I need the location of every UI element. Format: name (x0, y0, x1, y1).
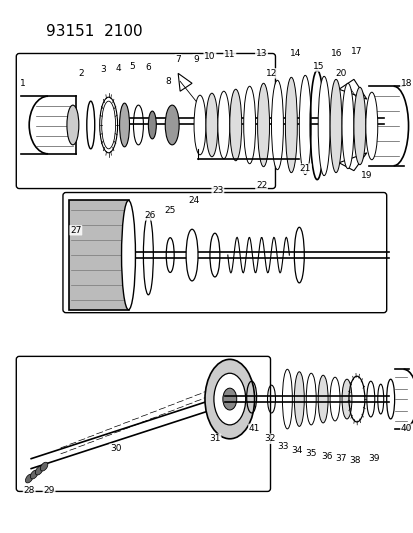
Ellipse shape (25, 474, 33, 483)
Ellipse shape (365, 92, 377, 160)
Ellipse shape (40, 462, 48, 471)
Ellipse shape (349, 119, 355, 131)
Ellipse shape (204, 359, 254, 439)
Text: 14: 14 (289, 49, 300, 58)
Text: 27: 27 (70, 226, 81, 235)
Bar (69, 200, 128, 310)
Text: 11: 11 (223, 50, 235, 59)
Text: 41: 41 (248, 424, 260, 433)
Ellipse shape (35, 466, 43, 475)
Text: 93151  2100: 93151 2100 (46, 23, 142, 39)
Text: 24: 24 (188, 196, 199, 205)
Text: 25: 25 (164, 206, 176, 215)
Text: 28: 28 (24, 486, 35, 495)
Ellipse shape (285, 77, 297, 173)
Ellipse shape (243, 86, 255, 164)
Text: 12: 12 (265, 69, 277, 78)
Ellipse shape (306, 373, 316, 425)
Text: 29: 29 (43, 486, 55, 495)
Text: 40: 40 (400, 424, 411, 433)
Ellipse shape (229, 89, 241, 161)
Ellipse shape (148, 111, 156, 139)
Text: 19: 19 (360, 171, 372, 180)
Ellipse shape (186, 229, 197, 281)
Text: 13: 13 (255, 49, 267, 58)
Ellipse shape (217, 91, 229, 159)
Text: 33: 33 (277, 442, 288, 451)
Ellipse shape (222, 388, 236, 410)
Ellipse shape (318, 76, 329, 176)
Text: 3: 3 (100, 65, 105, 74)
Text: 16: 16 (330, 49, 342, 58)
Text: 21: 21 (299, 164, 310, 173)
Text: 22: 22 (255, 181, 266, 190)
Ellipse shape (30, 470, 38, 479)
Text: 9: 9 (193, 55, 198, 64)
Ellipse shape (67, 105, 78, 145)
Ellipse shape (257, 83, 269, 167)
Ellipse shape (214, 373, 245, 425)
Text: 39: 39 (367, 454, 379, 463)
Text: 2: 2 (78, 69, 83, 78)
Ellipse shape (329, 79, 341, 173)
Text: 23: 23 (212, 186, 223, 195)
Text: 32: 32 (263, 434, 275, 443)
Ellipse shape (341, 83, 353, 168)
Ellipse shape (294, 372, 304, 426)
Text: 1: 1 (20, 79, 26, 88)
Ellipse shape (329, 377, 339, 421)
Text: 34: 34 (291, 446, 302, 455)
Ellipse shape (165, 105, 179, 145)
Text: 36: 36 (320, 452, 332, 461)
Text: 31: 31 (209, 434, 220, 443)
Text: 38: 38 (348, 456, 360, 465)
Text: 6: 6 (145, 63, 151, 72)
Ellipse shape (341, 379, 351, 419)
Text: 18: 18 (400, 79, 411, 88)
Text: 4: 4 (116, 64, 121, 73)
Text: 15: 15 (313, 62, 324, 71)
Ellipse shape (194, 95, 205, 155)
Text: 8: 8 (165, 77, 171, 86)
Ellipse shape (271, 80, 283, 169)
Ellipse shape (318, 375, 328, 423)
Text: 5: 5 (129, 62, 135, 71)
Ellipse shape (121, 200, 135, 310)
Text: 7: 7 (175, 55, 180, 64)
Text: 35: 35 (305, 449, 316, 458)
Text: 20: 20 (335, 69, 346, 78)
Ellipse shape (119, 103, 129, 147)
Ellipse shape (282, 369, 292, 429)
Ellipse shape (299, 75, 311, 175)
Text: 17: 17 (350, 47, 362, 56)
Ellipse shape (205, 93, 217, 157)
Text: 26: 26 (144, 211, 156, 220)
Ellipse shape (329, 111, 337, 139)
Text: 37: 37 (335, 454, 346, 463)
Text: 10: 10 (204, 52, 215, 61)
Ellipse shape (353, 87, 365, 165)
Ellipse shape (102, 101, 115, 149)
Text: 30: 30 (109, 444, 121, 453)
